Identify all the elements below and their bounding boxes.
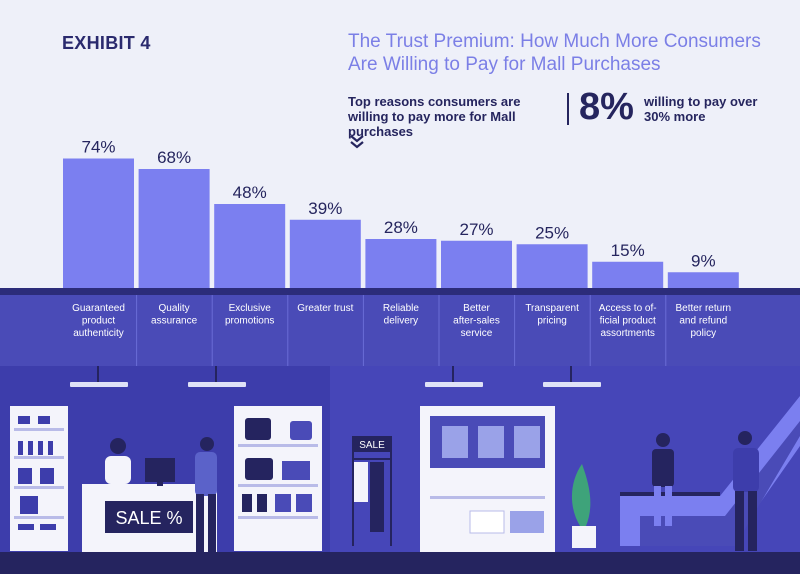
category-label-8-line-1: Access to of-: [599, 303, 657, 314]
potted-plant: [571, 464, 596, 548]
value-label-3: 48%: [233, 183, 267, 202]
left-shelf: [10, 406, 68, 551]
chart-subtitle: Top reasons consumers are willing to pay…: [348, 94, 521, 139]
category-divider-2: [211, 295, 213, 370]
category-label-5-line-2: delivery: [384, 316, 418, 327]
mall-scene-illustration: SALE %: [0, 366, 800, 574]
category-divider-4: [362, 295, 364, 370]
category-label-8-line-2: ficial product: [600, 316, 656, 327]
customer-figure-left: [195, 437, 217, 552]
category-divider-8: [665, 295, 667, 370]
sale-sign-text: SALE: [359, 440, 385, 451]
chart-title: The Trust Premium: How Much More Consume…: [348, 31, 761, 75]
category-divider-1: [136, 295, 138, 370]
category-label-1-line-3: authenticity: [73, 328, 124, 339]
scene-floor: [0, 552, 800, 574]
category-label-2-line-2: assurance: [151, 316, 198, 327]
value-label-8: 15%: [611, 241, 645, 260]
escalator-man-figure: [652, 433, 674, 526]
highlight-note: willing to pay over 30% more: [644, 94, 758, 124]
value-label-6: 27%: [459, 220, 493, 239]
value-label-4: 39%: [308, 199, 342, 218]
category-label-9-line-3: policy: [691, 328, 717, 339]
ceiling-lights: [70, 366, 601, 387]
subtitle-divider: [567, 93, 569, 125]
cashier-figure: [105, 438, 131, 484]
bar-8: [592, 261, 664, 288]
value-label-9: 9%: [691, 251, 716, 270]
category-label-6-line-2: after-sales: [453, 316, 500, 327]
double-chevron-down-icon: [350, 135, 364, 149]
category-divider-5: [438, 295, 440, 370]
category-label-3-line-1: Exclusive: [229, 303, 272, 314]
baseline-band: [0, 288, 800, 295]
clothes-shelf: [420, 406, 555, 554]
category-label-9-line-2: and refund: [679, 316, 727, 327]
category-label-8-line-3: assortments: [600, 328, 654, 339]
exhibit-label: EXHIBIT 4: [62, 33, 151, 53]
center-shelf: [234, 406, 322, 551]
bar-4: [289, 219, 361, 288]
bar-6: [441, 240, 512, 288]
highlight-value: 8%: [579, 86, 634, 128]
value-label-7: 25%: [535, 223, 569, 242]
bar-5: [365, 239, 437, 288]
bar-7: [516, 244, 588, 288]
value-label-1: 74%: [81, 138, 115, 157]
sale-counter: SALE %: [82, 458, 217, 552]
bar-1: [63, 158, 134, 288]
bar-9: [667, 272, 739, 288]
category-label-6-line-3: service: [461, 328, 493, 339]
category-divider-6: [514, 295, 516, 370]
category-label-3-line-2: promotions: [225, 316, 274, 327]
sale-counter-text: SALE %: [115, 508, 182, 528]
category-label-1-line-2: product: [82, 316, 116, 327]
category-label-1-line-1: Guaranteed: [72, 303, 125, 314]
category-label-6-line-1: Better: [463, 303, 490, 314]
clothing-rack: SALE: [352, 436, 392, 546]
value-label-2: 68%: [157, 148, 191, 167]
category-label-4-line-1: Greater trust: [297, 303, 353, 314]
category-label-7-line-2: pricing: [537, 316, 566, 327]
category-label-7-line-1: Transparent: [525, 303, 579, 314]
bar-2: [138, 169, 210, 288]
category-label-5-line-1: Reliable: [383, 303, 420, 314]
value-label-5: 28%: [384, 218, 418, 237]
bar-3: [214, 204, 286, 288]
category-divider-7: [589, 295, 591, 370]
category-band: [0, 295, 800, 370]
category-label-9-line-1: Better return: [676, 303, 732, 314]
category-divider-3: [287, 295, 289, 370]
category-label-2-line-1: Quality: [159, 303, 190, 314]
security-guard-figure: [733, 431, 759, 551]
